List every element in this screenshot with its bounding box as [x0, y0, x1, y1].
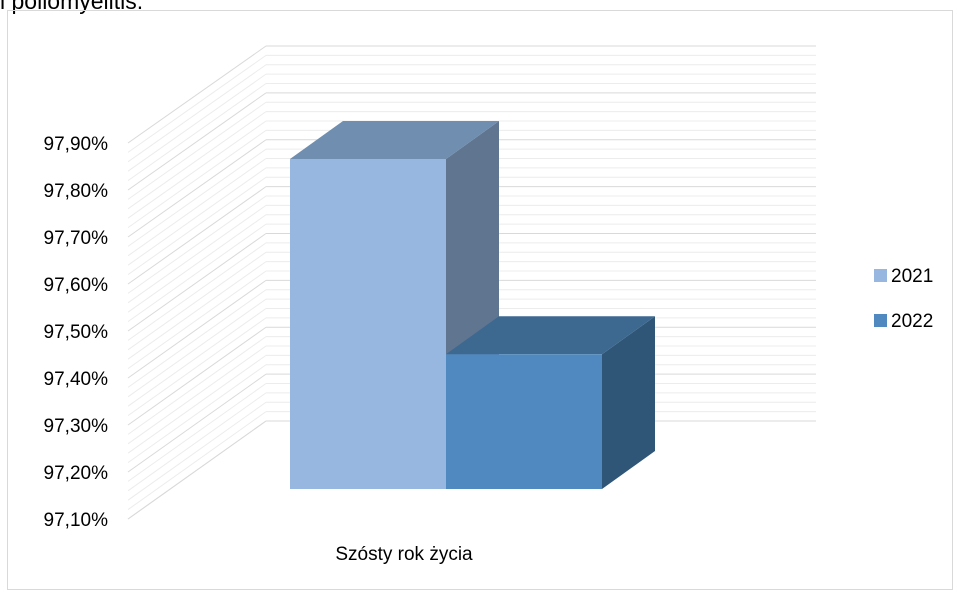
legend-label-2021: 2021 — [891, 266, 933, 287]
gridline-side — [127, 64, 267, 163]
legend-swatch-2022 — [874, 314, 887, 327]
gridline-side — [127, 111, 267, 210]
gridline-side — [127, 354, 267, 454]
gridline-side — [127, 176, 267, 276]
floor-edge — [127, 420, 267, 520]
gridline-side — [127, 308, 267, 407]
gridline-side — [127, 345, 267, 445]
x-category-label: Szósty rok życia — [335, 544, 473, 565]
y-tick-label: 97,70% — [44, 228, 109, 249]
legend: 2021 2022 — [874, 266, 933, 332]
gridline-side — [127, 289, 267, 388]
gridline-side — [127, 364, 267, 464]
gridline-side — [127, 120, 267, 219]
gridline-side — [127, 195, 267, 294]
category-labels: Szósty rok życia — [335, 544, 473, 565]
bar-2022 — [446, 316, 655, 489]
bar-top-2022 — [446, 316, 655, 355]
gridline-side — [127, 129, 267, 229]
y-tick-label: 97,60% — [44, 275, 109, 296]
gridline-side — [127, 54, 267, 153]
gridline-side — [127, 223, 267, 323]
gridline-side — [127, 326, 267, 426]
y-tick-label: 97,10% — [44, 510, 109, 531]
gridline-side — [127, 242, 267, 341]
gridline-side — [127, 270, 267, 370]
gridline-side — [127, 317, 267, 417]
gridline-side — [127, 83, 267, 182]
chart-frame: 97,10% 97,20% 97,30% 97,40% 97,50% 97,60% 97,7… — [7, 10, 953, 590]
y-tick-label: 97,20% — [44, 463, 109, 484]
gridline-side — [127, 167, 267, 266]
gridline-side — [127, 392, 267, 492]
gridline-side — [127, 158, 267, 257]
gridline-side — [127, 411, 267, 511]
gridline-side — [127, 92, 267, 191]
gridline-side — [127, 214, 267, 313]
bar-side-2022 — [602, 316, 655, 489]
bar-top-2021 — [290, 121, 499, 159]
gridline-side — [127, 383, 267, 482]
gridline-side — [127, 279, 267, 379]
legend-label-2022: 2022 — [891, 311, 933, 332]
y-tick-label: 97,80% — [44, 181, 109, 202]
bar-2021 — [290, 121, 499, 489]
y-tick-label: 97,40% — [44, 369, 109, 390]
gridline-side — [127, 261, 267, 360]
chart-3d-bar: 97,10% 97,20% 97,30% 97,40% 97,50% 97,60% 97,7… — [44, 45, 933, 565]
gridline-side — [127, 139, 267, 238]
gridline-side — [127, 186, 267, 285]
y-tick-label: 97,30% — [44, 416, 109, 437]
gridline-side — [127, 401, 267, 501]
gridline-side — [127, 373, 267, 473]
gridline-side — [127, 45, 267, 144]
gridline-side — [127, 101, 267, 200]
gridline-side — [127, 233, 267, 332]
bar-front-2022 — [446, 354, 602, 489]
gridline-side — [127, 73, 267, 172]
gridline-side — [127, 204, 267, 304]
gridline-side — [127, 251, 267, 351]
gridline-side — [127, 148, 267, 247]
y-axis-tick-labels: 97,10% 97,20% 97,30% 97,40% 97,50% 97,60% 97,7… — [44, 134, 109, 531]
bars — [290, 121, 655, 489]
legend-swatch-2021 — [874, 269, 887, 282]
gridline-side — [127, 298, 267, 398]
bar-front-2021 — [290, 159, 446, 489]
gridline-side — [127, 336, 267, 435]
y-tick-label: 97,50% — [44, 322, 109, 343]
y-tick-label: 97,90% — [44, 134, 109, 155]
